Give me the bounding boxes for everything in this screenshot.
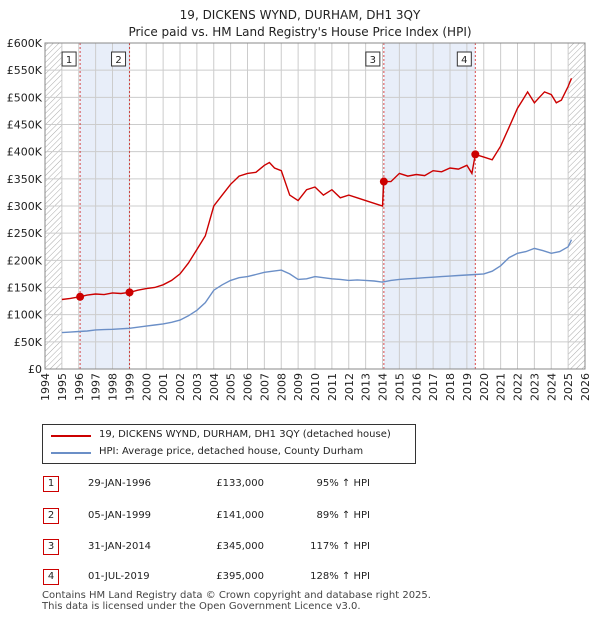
x-tick-label: 2014: [377, 373, 390, 401]
y-tick-label: £300K: [7, 200, 43, 213]
chart-subtitle: Price paid vs. HM Land Registry's House …: [128, 25, 472, 39]
x-tick-label: 2008: [275, 373, 288, 401]
price-chart: 1 2 3 4 £0 £50K £100K £150K £200K £250K £300K £350…: [7, 37, 592, 401]
x-tick-label: 2005: [225, 373, 238, 401]
sale-label-box: [456, 51, 472, 67]
transaction-row: 3 31-JAN-2014 £345,000 117% ↑ HPI: [0, 537, 600, 559]
x-tick-label: 2017: [427, 373, 440, 401]
plot-frame: [44, 42, 586, 370]
sale-label-number: 1: [66, 55, 72, 66]
transaction-number: 2: [43, 508, 59, 524]
sale-label-box: [111, 51, 127, 67]
y-tick-label: £600K: [7, 37, 43, 50]
x-tick-label: 1997: [90, 373, 103, 401]
x-tick-label: 2006: [242, 373, 255, 401]
transaction-date: 29-JAN-1996: [88, 478, 152, 489]
y-tick-label: £400K: [7, 146, 43, 159]
transaction-price: £345,000: [216, 541, 264, 552]
sale-point: [379, 177, 388, 186]
x-tick-label: 2022: [512, 373, 525, 401]
transaction-date: 31-JAN-2014: [88, 541, 152, 552]
sale-label-number: 3: [370, 55, 376, 66]
y-tick-label: £200K: [7, 254, 43, 267]
chart-legend: 19, DICKENS WYND, DURHAM, DH1 3QY (detac…: [42, 424, 416, 464]
transaction-hpi: 89% ↑ HPI: [316, 510, 370, 521]
x-tick-label: 2010: [309, 373, 322, 401]
y-tick-label: £350K: [7, 173, 43, 186]
legend-item-hpi: HPI: Average price, detached house, Coun…: [43, 445, 415, 461]
x-tick-label: 1995: [56, 373, 69, 401]
chart-title: 19, DICKENS WYND, DURHAM, DH1 3QY: [179, 8, 421, 22]
transaction-date: 01-JUL-2019: [88, 571, 150, 582]
legend-item-property: 19, DICKENS WYND, DURHAM, DH1 3QY (detac…: [43, 428, 415, 444]
x-tick-label: 2021: [495, 373, 508, 401]
x-tick-label: 2018: [444, 373, 457, 401]
sale-label-box: [61, 51, 77, 67]
y-tick-label: £50K: [14, 336, 43, 349]
transaction-hpi: 128% ↑ HPI: [310, 571, 370, 582]
x-tick-label: 1999: [123, 373, 136, 401]
x-tick-label: 2003: [191, 373, 204, 401]
sale-label-number: 2: [115, 55, 121, 66]
x-tick-label: 2015: [393, 373, 406, 401]
sale-point: [76, 292, 85, 301]
legend-hpi-label: HPI: Average price, detached house, Coun…: [99, 446, 364, 457]
sale-point: [125, 288, 134, 297]
x-tick-label: 2002: [174, 373, 187, 401]
x-tick-label: 2019: [461, 373, 474, 401]
hpi-line-swatch: [51, 452, 91, 454]
transaction-hpi: 95% ↑ HPI: [316, 478, 370, 489]
hpi-line: [61, 239, 573, 334]
x-tick-label: 2025: [562, 373, 575, 401]
x-tick-label: 2004: [208, 373, 221, 401]
y-tick-label: £100K: [7, 309, 43, 322]
transaction-row: 4 01-JUL-2019 £395,000 128% ↑ HPI: [0, 567, 600, 589]
x-tick-label: 1994: [39, 373, 52, 401]
x-tick-label: 2012: [343, 373, 356, 401]
legend-property-label: 19, DICKENS WYND, DURHAM, DH1 3QY (detac…: [99, 429, 391, 440]
y-tick-label: £150K: [7, 282, 43, 295]
x-tick-label: 2007: [258, 373, 271, 401]
y-tick-label: £0: [28, 363, 42, 376]
transaction-number: 4: [43, 569, 59, 585]
transaction-hpi: 117% ↑ HPI: [310, 541, 370, 552]
y-tick-label: £550K: [7, 64, 43, 77]
y-tick-label: £450K: [7, 119, 43, 132]
footer-licence: This data is licensed under the Open Gov…: [42, 601, 361, 612]
x-tick-label: 2020: [478, 373, 491, 401]
sale-label-box: [365, 51, 381, 67]
x-tick-label: 2011: [326, 373, 339, 401]
x-tick-label: 2024: [545, 373, 558, 401]
x-tick-label: 2000: [140, 373, 153, 401]
transaction-price: £395,000: [216, 571, 264, 582]
transaction-price: £133,000: [216, 478, 264, 489]
transaction-row: 1 29-JAN-1996 £133,000 95% ↑ HPI: [0, 474, 600, 496]
transaction-price: £141,000: [216, 510, 264, 521]
x-tick-label: 2023: [528, 373, 541, 401]
x-tick-label: 2009: [292, 373, 305, 401]
x-tick-label: 1996: [73, 373, 86, 401]
footer-copyright: Contains HM Land Registry data © Crown c…: [42, 590, 431, 601]
x-tick-label: 2016: [410, 373, 423, 401]
transaction-number: 1: [43, 476, 59, 492]
transaction-date: 05-JAN-1999: [88, 510, 152, 521]
transaction-row: 2 05-JAN-1999 £141,000 89% ↑ HPI: [0, 506, 600, 528]
sale-point: [471, 150, 480, 159]
x-tick-label: 2013: [360, 373, 373, 401]
y-tick-label: £500K: [7, 91, 43, 104]
property-price-line: [61, 78, 573, 301]
x-tick-label: 2001: [157, 373, 170, 401]
property-line-swatch: [51, 435, 91, 437]
x-tick-label: 1998: [107, 373, 120, 401]
x-tick-label: 2026: [579, 373, 592, 401]
y-tick-label: £250K: [7, 227, 43, 240]
transaction-number: 3: [43, 539, 59, 555]
sale-label-number: 4: [461, 55, 467, 66]
